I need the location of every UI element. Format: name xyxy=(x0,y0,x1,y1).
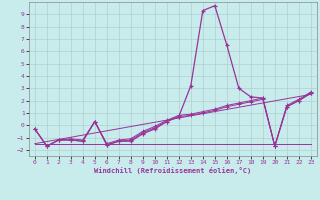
X-axis label: Windchill (Refroidissement éolien,°C): Windchill (Refroidissement éolien,°C) xyxy=(94,167,252,174)
